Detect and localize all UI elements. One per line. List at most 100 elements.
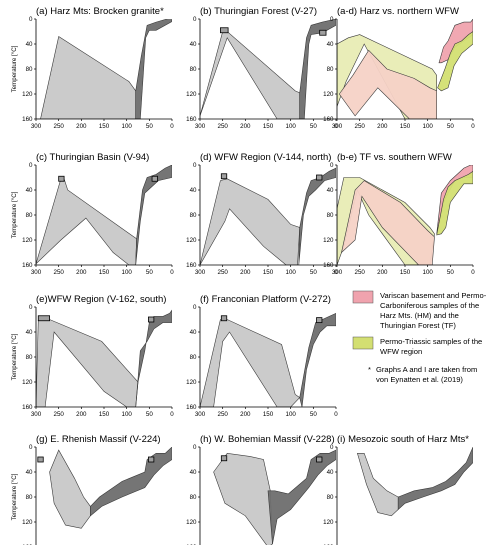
x-tick-label: 50 — [146, 411, 153, 418]
series-early-0 — [356, 452, 399, 517]
x-tick-label: 300 — [332, 123, 343, 130]
plot-area — [36, 309, 172, 407]
panel-title: (f) Franconian Platform (V-272) — [200, 294, 331, 305]
y-axis-label: Temperature [°C] — [11, 333, 18, 380]
y-tick-label: 0 — [330, 162, 334, 169]
y-tick-label: 160 — [323, 262, 334, 269]
panel-title: (g) E. Rhenish Massif (V-224) — [36, 434, 161, 445]
x-tick-label: 100 — [423, 123, 434, 130]
x-tick-label: 300 — [195, 123, 206, 130]
y-tick-label: 120 — [186, 237, 197, 244]
x-tick-label: 150 — [400, 123, 411, 130]
panel-title: (a) Harz Mts: Brocken granite* — [36, 6, 164, 17]
x-tick-label: 200 — [76, 411, 87, 418]
y-tick-label: 120 — [323, 237, 334, 244]
x-tick-label: 100 — [122, 269, 133, 276]
y-tick-label: 80 — [190, 494, 197, 501]
x-tick-label: 50 — [310, 269, 317, 276]
x-tick-label: 100 — [286, 269, 297, 276]
plot-area — [337, 165, 473, 265]
series-permo-triassic-3 — [436, 170, 473, 236]
x-tick-label: 0 — [334, 123, 338, 130]
series-permo-triassic-3 — [437, 31, 473, 92]
axis-spines — [199, 447, 201, 545]
legend-text-variscan-line-1: Variscan basement and Permo- — [380, 291, 487, 300]
y-tick-label: 40 — [190, 469, 197, 476]
constraint-box-1 — [316, 456, 323, 463]
y-tick-label: 120 — [22, 379, 33, 386]
y-tick-label: 0 — [330, 16, 334, 23]
x-tick-label: 300 — [332, 269, 343, 276]
x-tick-label: 250 — [54, 411, 65, 418]
plot-area — [337, 19, 473, 119]
series-variscan-1 — [338, 49, 438, 119]
x-tick-label: 0 — [334, 269, 338, 276]
y-tick-label: 0 — [193, 162, 197, 169]
y-axis-label: Temperature [°C] — [11, 191, 18, 238]
y-tick-label: 160 — [186, 116, 197, 123]
axis-spines — [35, 447, 37, 545]
x-tick-label: 250 — [355, 123, 366, 130]
series-early-0 — [36, 178, 137, 265]
constraint-box-0 — [37, 456, 44, 463]
x-tick-label: 50 — [146, 269, 153, 276]
x-tick-label: 200 — [240, 411, 251, 418]
constraint-box-0 — [220, 173, 228, 180]
x-tick-label: 250 — [54, 269, 65, 276]
legend-item-variscan: Variscan basement and Permo- Carbonifero… — [352, 290, 487, 330]
series-early-0 — [200, 319, 301, 407]
y-tick-label: 40 — [190, 41, 197, 48]
legend-item-permo-triassic: Permo-Triassic samples of the WFW region — [352, 336, 482, 356]
y-tick-label: 160 — [22, 116, 33, 123]
series-late-1 — [299, 19, 336, 119]
y-tick-label: 40 — [26, 469, 33, 476]
y-tick-label: 120 — [186, 519, 197, 526]
y-tick-label: 40 — [26, 41, 33, 48]
x-tick-label: 150 — [263, 269, 274, 276]
x-tick-label: 0 — [170, 123, 174, 130]
y-tick-label: 80 — [327, 494, 334, 501]
y-tick-label: 160 — [186, 262, 197, 269]
y-tick-label: 80 — [26, 212, 33, 219]
x-tick-label: 200 — [76, 123, 87, 130]
x-tick-label: 100 — [423, 269, 434, 276]
y-tick-label: 120 — [186, 379, 197, 386]
y-tick-label: 40 — [190, 329, 197, 336]
legend-text-permo-triassic-line-1: Permo-Triassic samples of the — [380, 337, 482, 346]
x-tick-label: 100 — [286, 411, 297, 418]
y-tick-label: 40 — [190, 187, 197, 194]
x-tick-label: 100 — [122, 123, 133, 130]
series-late-1 — [267, 449, 336, 544]
legend-swatch-variscan — [352, 290, 374, 304]
x-tick-label: 250 — [218, 411, 229, 418]
x-tick-label: 200 — [76, 269, 87, 276]
x-tick-label: 300 — [31, 123, 42, 130]
x-tick-label: 150 — [263, 123, 274, 130]
series-early-0 — [36, 36, 136, 119]
legend-text-variscan-line-3: Harz Mts. (HM) and the — [380, 311, 459, 320]
y-axis-label: Temperature [°C] — [11, 45, 18, 92]
y-tick-label: 160 — [22, 262, 33, 269]
legend-note-marker: * — [368, 365, 371, 374]
y-tick-label: 160 — [323, 116, 334, 123]
panel-title: (a-d) Harz vs. northern WFW — [337, 6, 459, 17]
y-tick-label: 40 — [26, 187, 33, 194]
constraint-box-0 — [58, 175, 65, 182]
y-tick-label: 80 — [190, 212, 197, 219]
plot-area — [200, 19, 336, 119]
y-tick-label: 120 — [186, 91, 197, 98]
legend-text-variscan-line-4: Thuringian Forest (TF) — [380, 321, 456, 330]
x-tick-label: 50 — [310, 411, 317, 418]
constraint-box-1 — [316, 174, 323, 181]
series-early-0 — [200, 178, 301, 265]
x-tick-label: 0 — [471, 123, 475, 130]
x-tick-label: 300 — [31, 411, 42, 418]
series-early-0 — [49, 449, 91, 529]
